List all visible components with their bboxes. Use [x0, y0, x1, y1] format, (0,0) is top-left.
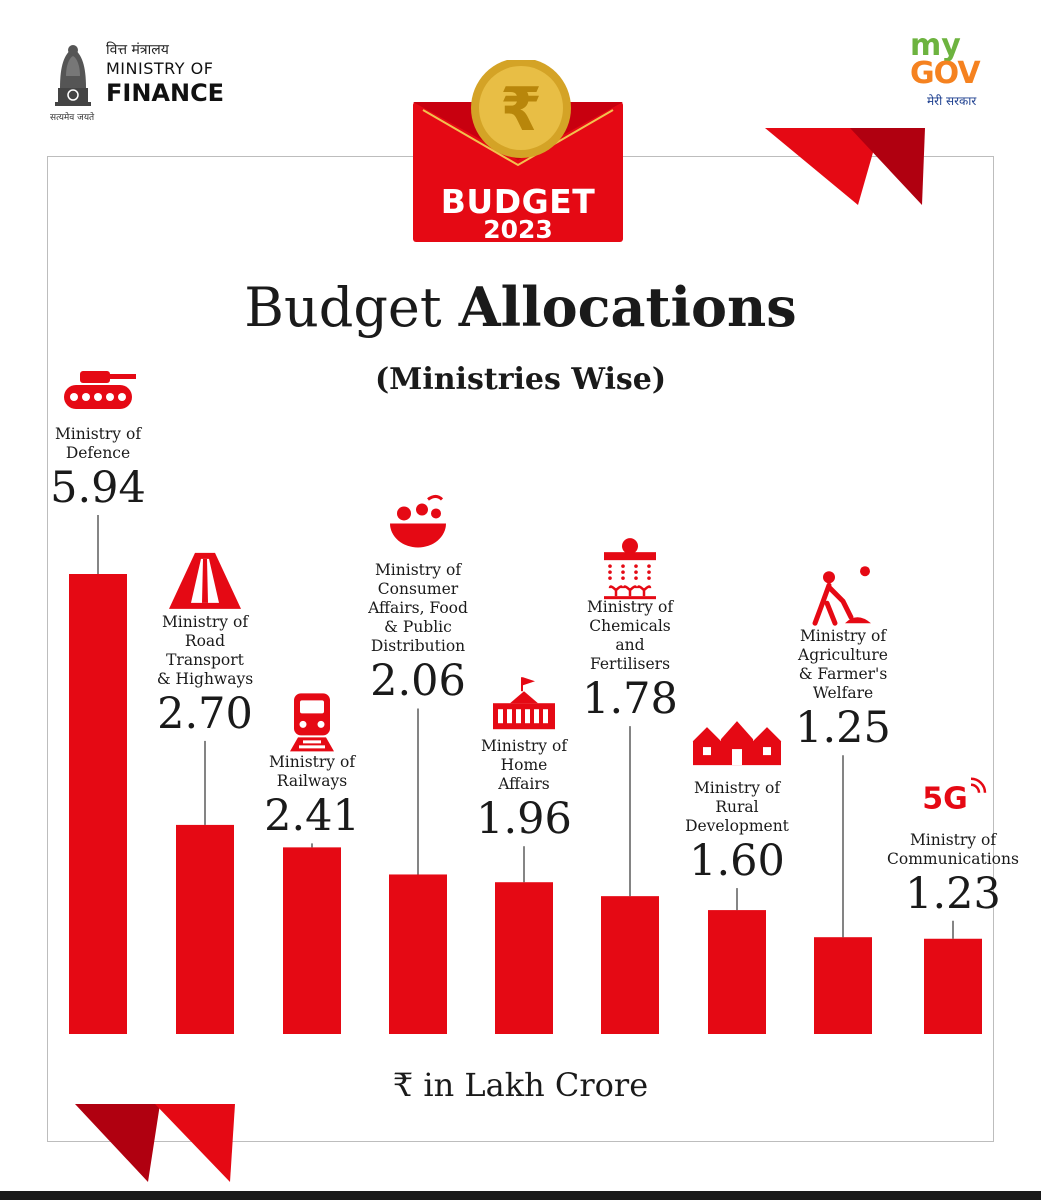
tank-icon [64, 371, 136, 409]
ministry-line1: MINISTRY OF [106, 59, 214, 78]
mygov-hindi-text: मेरी सरकार [927, 94, 977, 108]
bar [601, 896, 659, 1034]
value-label: 2.70 [157, 688, 253, 739]
road-icon [169, 552, 241, 609]
ministry-hindi-text: वित्त मंत्रालय [106, 42, 169, 58]
5g-icon: 5G [922, 777, 987, 817]
category-label: Ministry of Communications [887, 830, 1019, 868]
bar [814, 937, 872, 1034]
farmer-icon [812, 566, 871, 626]
value-label: 5.94 [50, 463, 146, 513]
category-label: Ministry of Defence [54, 425, 142, 462]
mygov-logo: my GOV मेरी सरकार [905, 28, 1015, 118]
category-label: Ministry of Railways [268, 753, 356, 791]
budget-year: 2023 [483, 215, 553, 244]
bar [708, 910, 766, 1034]
value-label: 1.23 [905, 868, 1001, 919]
svg-text:₹: ₹ [500, 75, 542, 145]
budget-bag-icon: ₹ [413, 60, 623, 242]
chart-title-bold: Allocations [458, 275, 797, 339]
category-label: Ministry of Home Affairs [480, 737, 568, 794]
budget-2023-badge: ₹ BUDGET 2023 [413, 60, 623, 245]
chemical-plant-icon [604, 538, 656, 600]
mygov-gov-text: GOV [910, 56, 981, 91]
national-emblem-icon [55, 45, 91, 106]
chart-title: Budget Allocations [0, 275, 1041, 339]
ministry-line2: FINANCE [106, 79, 225, 107]
bar [176, 824, 234, 1034]
value-label: 2.41 [264, 791, 360, 842]
bar [924, 938, 982, 1034]
houses-icon [693, 721, 781, 766]
bottom-bar [0, 1191, 1041, 1200]
mygov-my-text: my [910, 28, 961, 63]
food-bowl-icon [390, 494, 446, 548]
bar [69, 574, 127, 1034]
bar [495, 882, 553, 1034]
chart-subtitle: (Ministries Wise) [374, 362, 667, 397]
bar [283, 847, 341, 1034]
budget-word: BUDGET [440, 182, 596, 221]
value-label: 1.96 [476, 794, 572, 845]
ministry-of-finance-logo: वित्त मंत्रालय MINISTRY OF FINANCE सत्यम… [50, 36, 250, 126]
bar [389, 874, 447, 1034]
value-label: 1.60 [689, 836, 785, 887]
chart-title-light: Budget [244, 276, 442, 339]
category-label: Ministry of Road Transport & Highways [156, 612, 254, 688]
5g-text: 5G [922, 782, 968, 817]
building-icon [493, 677, 555, 730]
value-label: 1.78 [582, 674, 678, 725]
value-label: 2.06 [370, 656, 466, 707]
value-label: 1.25 [795, 703, 891, 754]
train-icon [290, 693, 334, 752]
unit-label: ₹ in Lakh Crore [392, 1066, 649, 1104]
category-label: Ministry of Rural Development [685, 779, 789, 836]
category-label: Ministry of Agriculture & Farmer's Welfa… [798, 627, 888, 703]
motto-text: सत्यमेव जयते [50, 113, 95, 123]
category-label: Ministry of Consumer Affairs, Food & Pub… [368, 561, 468, 656]
category-label: Ministry of Chemicals and Fertilisers [586, 598, 674, 674]
